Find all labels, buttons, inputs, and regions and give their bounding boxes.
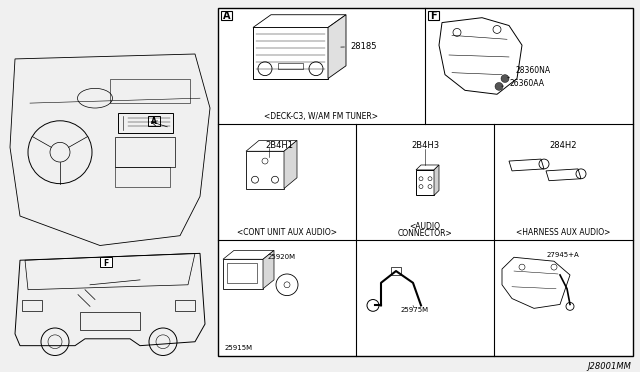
Bar bbox=[80, 312, 140, 330]
Circle shape bbox=[276, 274, 298, 296]
Text: 2B4H1: 2B4H1 bbox=[265, 141, 293, 150]
Text: 27945+A: 27945+A bbox=[547, 252, 579, 258]
Bar bbox=[246, 151, 284, 189]
Text: <AUDIO: <AUDIO bbox=[410, 222, 440, 231]
Text: 2B4H3: 2B4H3 bbox=[411, 141, 439, 150]
Bar bbox=[278, 63, 303, 69]
Bar bbox=[221, 11, 232, 20]
Text: <DECK-C3, W/AM FM TUNER>: <DECK-C3, W/AM FM TUNER> bbox=[264, 112, 378, 121]
Text: A: A bbox=[151, 117, 157, 126]
Bar bbox=[22, 299, 42, 311]
Text: 25920M: 25920M bbox=[268, 254, 296, 260]
Text: 26360AA: 26360AA bbox=[502, 79, 544, 89]
Bar bbox=[416, 170, 434, 195]
Polygon shape bbox=[328, 15, 346, 78]
Text: 25975M: 25975M bbox=[401, 305, 429, 313]
Text: 25915M: 25915M bbox=[225, 344, 253, 351]
Bar bbox=[110, 78, 190, 103]
Text: F: F bbox=[430, 11, 437, 21]
Bar bbox=[428, 11, 439, 20]
Bar bbox=[227, 263, 257, 283]
Polygon shape bbox=[434, 165, 439, 195]
Bar bbox=[218, 8, 633, 356]
Bar bbox=[100, 257, 112, 267]
Text: 28185: 28185 bbox=[340, 42, 376, 51]
Bar bbox=[115, 167, 170, 187]
Polygon shape bbox=[284, 140, 297, 189]
Polygon shape bbox=[416, 165, 439, 170]
Bar bbox=[253, 28, 328, 78]
Text: J28001MM: J28001MM bbox=[587, 362, 631, 371]
Text: A: A bbox=[223, 11, 230, 21]
Text: 28360NA: 28360NA bbox=[508, 66, 550, 78]
Text: F: F bbox=[104, 259, 109, 268]
Bar bbox=[223, 259, 263, 289]
Bar bbox=[115, 138, 175, 167]
Bar bbox=[391, 267, 401, 275]
Text: 284H2: 284H2 bbox=[549, 141, 577, 150]
Text: CONNECTOR>: CONNECTOR> bbox=[397, 229, 452, 238]
Polygon shape bbox=[263, 250, 274, 289]
Circle shape bbox=[495, 83, 503, 90]
Polygon shape bbox=[223, 250, 274, 259]
Polygon shape bbox=[246, 140, 297, 151]
Bar bbox=[175, 299, 195, 311]
Text: <CONT UNIT AUX AUDIO>: <CONT UNIT AUX AUDIO> bbox=[237, 228, 337, 237]
Polygon shape bbox=[253, 15, 346, 28]
Bar bbox=[118, 113, 173, 132]
Circle shape bbox=[501, 75, 509, 83]
Bar bbox=[148, 116, 160, 126]
Text: <HARNESS AUX AUDIO>: <HARNESS AUX AUDIO> bbox=[516, 228, 610, 237]
